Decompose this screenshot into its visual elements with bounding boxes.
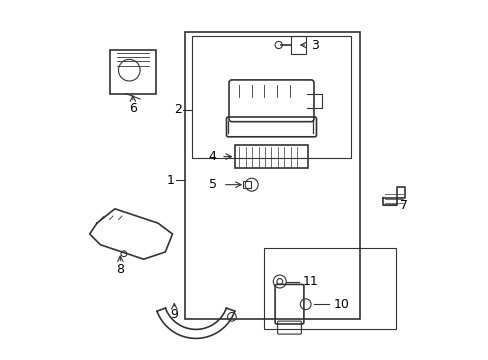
Bar	[291, 36, 305, 54]
Text: 5: 5	[209, 178, 217, 191]
Bar	[192, 36, 350, 158]
Bar	[242, 181, 250, 188]
Text: 2: 2	[174, 103, 182, 116]
Bar	[235, 145, 307, 168]
Text: 8: 8	[116, 263, 124, 276]
Text: 4: 4	[208, 150, 216, 163]
Text: 11: 11	[302, 275, 318, 288]
Text: 6: 6	[129, 102, 137, 114]
Text: 7: 7	[399, 199, 407, 212]
Text: 3: 3	[310, 39, 318, 51]
Bar	[185, 32, 359, 319]
Bar	[264, 248, 395, 329]
Text: 9: 9	[170, 308, 178, 321]
Text: 10: 10	[333, 298, 349, 311]
Text: 1: 1	[166, 174, 174, 186]
Bar	[109, 50, 156, 94]
